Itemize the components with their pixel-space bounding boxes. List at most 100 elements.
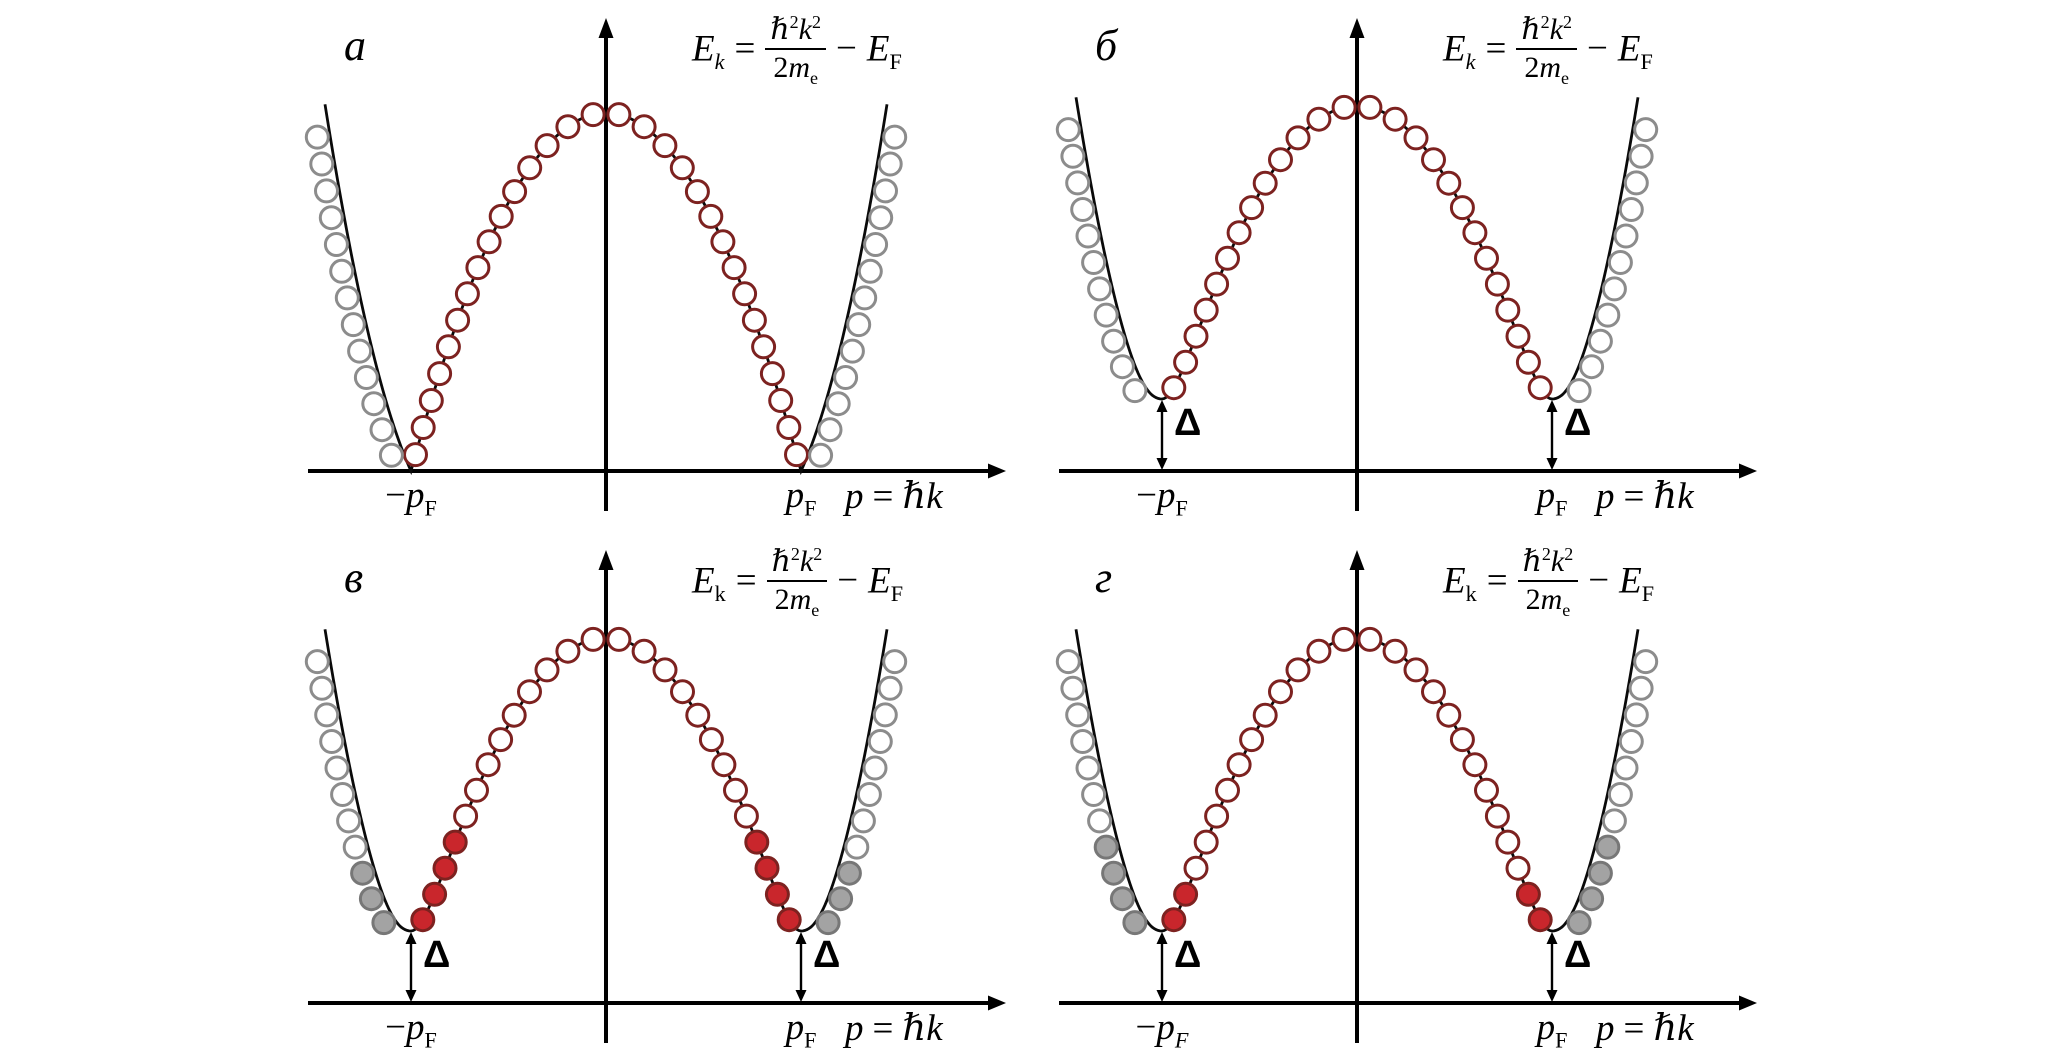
- dispersion-plot-g: [1055, 550, 1757, 1043]
- formula-k: k: [1549, 13, 1563, 46]
- open-inner-state-circle: [606, 102, 632, 128]
- formula-squared: 2: [812, 12, 821, 32]
- open-outer-state-circle: [378, 442, 404, 468]
- open-inner-state-circle: [721, 255, 747, 281]
- open-outer-state-circle: [882, 649, 908, 675]
- panel-letter: а: [344, 21, 366, 70]
- gap-arrow-head-up: [1546, 932, 1558, 944]
- filled-outer-state-circle: [371, 910, 397, 936]
- formula-minus: −: [837, 560, 859, 602]
- formula-two: 2: [1525, 582, 1541, 616]
- open-outer-state-circle: [844, 834, 870, 860]
- neg-pf-label: −pF: [358, 474, 464, 521]
- open-outer-state-circle: [882, 124, 908, 150]
- open-inner-state-circle: [476, 229, 502, 255]
- open-outer-state-circle: [1101, 328, 1127, 354]
- filled-inner-state-circle: [422, 881, 448, 907]
- open-outer-state-circle: [324, 755, 350, 781]
- open-inner-state-circle: [1183, 855, 1209, 881]
- panels-grid: а Ek = ℏ2k2 2me − EF −pF pF p = ℏk б Ek = ℏ2k2 2me…: [296, 6, 1772, 1058]
- formula-denominator: 2me: [773, 50, 818, 88]
- open-outer-state-circle: [1075, 223, 1101, 249]
- f-subscript: F: [804, 495, 817, 521]
- open-outer-state-circle: [1065, 702, 1091, 728]
- open-inner-state-circle: [1484, 271, 1510, 297]
- dispersion-plot-a: [304, 18, 1006, 511]
- open-inner-state-circle: [1226, 220, 1252, 246]
- p-symbol: p: [785, 475, 805, 516]
- open-outer-state-circle: [314, 702, 340, 728]
- open-inner-state-circle: [1204, 271, 1230, 297]
- open-inner-state-circle: [1505, 855, 1531, 881]
- open-outer-state-circle: [319, 729, 345, 754]
- open-outer-state-circle: [833, 365, 859, 390]
- f-subscript: F: [1174, 1027, 1189, 1053]
- gap-arrow-head-up: [405, 932, 417, 944]
- open-outer-state-circle: [309, 675, 335, 701]
- open-outer-state-circle: [329, 258, 355, 284]
- formula-EF: E: [1617, 28, 1641, 70]
- open-outer-state-circle: [336, 808, 362, 834]
- open-inner-state-circle: [488, 727, 514, 753]
- formula-minus: −: [1587, 28, 1608, 70]
- open-outer-state-circle: [1633, 649, 1659, 675]
- filled-inner-state-circle: [744, 829, 770, 855]
- gap-delta-label-right: Δ: [813, 934, 841, 976]
- formula-e-sub: e: [1561, 67, 1569, 88]
- p-symbol: p: [1596, 1008, 1615, 1049]
- open-outer-state-circle: [1055, 117, 1081, 143]
- open-inner-state-circle: [1268, 147, 1293, 173]
- formula-m: m: [788, 50, 810, 84]
- open-inner-state-circle: [445, 307, 471, 333]
- filled-outer-state-circle: [1101, 860, 1127, 886]
- y-axis-arrowhead: [598, 18, 614, 38]
- formula-two: 2: [774, 582, 790, 616]
- formula-e-sub: e: [1562, 599, 1571, 620]
- open-outer-state-circle: [850, 808, 876, 834]
- open-inner-state-circle: [1306, 638, 1332, 664]
- open-inner-state-circle: [698, 727, 724, 753]
- formula-numerator: ℏ2k2: [1516, 12, 1577, 50]
- f-subscript: F: [1555, 495, 1568, 521]
- energy-formula: Ek = ℏ2k2 2me − EF: [1443, 12, 1653, 88]
- formula-squared: 2: [790, 544, 800, 564]
- open-inner-state-circle: [1161, 375, 1187, 401]
- open-outer-state-circle: [1075, 755, 1101, 781]
- filled-outer-state-circle: [1595, 834, 1621, 860]
- open-outer-state-circle: [1055, 649, 1081, 675]
- open-outer-state-circle: [877, 675, 903, 701]
- open-inner-state-circle: [759, 361, 785, 387]
- open-inner-state-circle: [733, 803, 759, 829]
- formula-squared: 2: [1564, 544, 1574, 564]
- energy-formula: Ek = ℏ2k2 2me − EF: [692, 12, 902, 88]
- formula-fraction: ℏ2k2 2me: [1516, 12, 1577, 88]
- formula-EF: E: [868, 560, 891, 602]
- open-inner-state-circle: [631, 114, 657, 140]
- open-inner-state-circle: [1382, 106, 1408, 132]
- open-inner-state-circle: [1193, 297, 1219, 323]
- open-inner-state-circle: [1495, 829, 1521, 855]
- open-outer-state-circle: [868, 205, 894, 231]
- formula-squared: 2: [813, 544, 823, 564]
- formula-denominator: 2me: [1524, 50, 1569, 88]
- panel-a: а Ek = ℏ2k2 2me − EF −pF pF p = ℏk: [296, 6, 1021, 526]
- equals-sign: =: [1623, 1008, 1645, 1049]
- p-symbol: p: [1536, 475, 1556, 516]
- open-inner-state-circle: [403, 442, 428, 468]
- y-axis-arrowhead: [1349, 550, 1365, 570]
- filled-inner-state-circle: [1515, 881, 1541, 907]
- x-axis-arrowhead: [1739, 995, 1757, 1011]
- neg-pf-label: −pF: [1109, 1006, 1215, 1053]
- open-outer-state-circle: [323, 232, 349, 257]
- open-inner-state-circle: [1474, 245, 1499, 271]
- filled-outer-state-circle: [828, 886, 854, 912]
- hbar-k-symbol: ℏk: [902, 476, 943, 517]
- open-inner-state-circle: [710, 229, 736, 255]
- open-inner-state-circle: [488, 203, 514, 229]
- hbar-symbol: ℏ: [1522, 545, 1542, 578]
- hbar-symbol: ℏ: [1521, 13, 1541, 46]
- minus-sign: −: [385, 475, 407, 516]
- open-inner-state-circle: [670, 679, 695, 705]
- formula-k: k: [798, 13, 812, 46]
- open-inner-state-circle: [776, 415, 802, 440]
